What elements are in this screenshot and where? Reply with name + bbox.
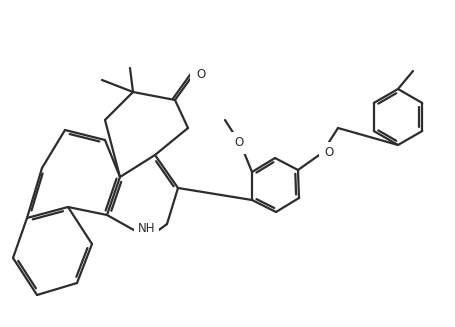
Text: O: O [234, 136, 243, 149]
Text: O: O [324, 146, 333, 160]
Text: NH: NH [137, 222, 155, 235]
Text: O: O [196, 68, 205, 81]
